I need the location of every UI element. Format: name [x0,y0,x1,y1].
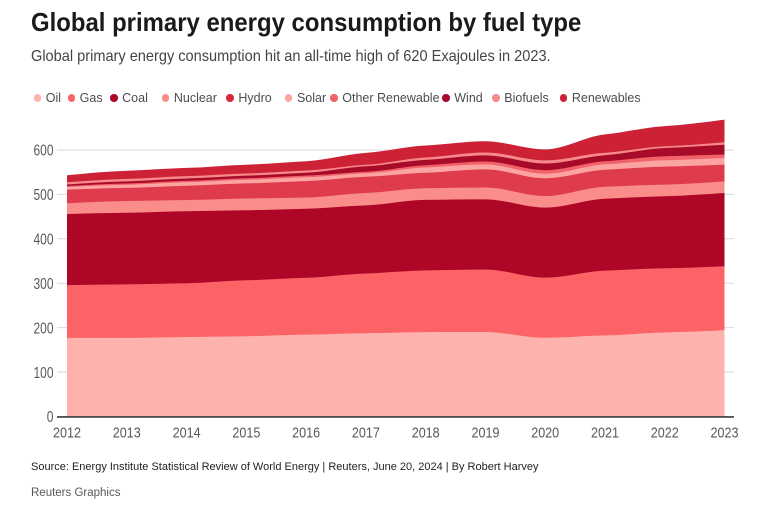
svg-text:2012: 2012 [53,425,81,442]
svg-text:0: 0 [47,409,54,426]
svg-text:600: 600 [34,143,54,160]
svg-text:100: 100 [34,365,54,382]
svg-text:2020: 2020 [531,425,559,442]
svg-text:2015: 2015 [232,425,260,442]
svg-text:2016: 2016 [292,425,320,442]
svg-text:2018: 2018 [412,425,440,442]
svg-text:2014: 2014 [173,425,201,442]
svg-text:300: 300 [34,276,54,293]
svg-text:2023: 2023 [711,425,739,442]
svg-text:400: 400 [34,232,54,249]
svg-text:2021: 2021 [591,425,619,442]
svg-text:2019: 2019 [472,425,500,442]
svg-text:2022: 2022 [651,425,679,442]
svg-text:2017: 2017 [352,425,380,442]
svg-text:2013: 2013 [113,425,141,442]
svg-text:200: 200 [34,320,54,337]
svg-text:500: 500 [34,187,54,204]
